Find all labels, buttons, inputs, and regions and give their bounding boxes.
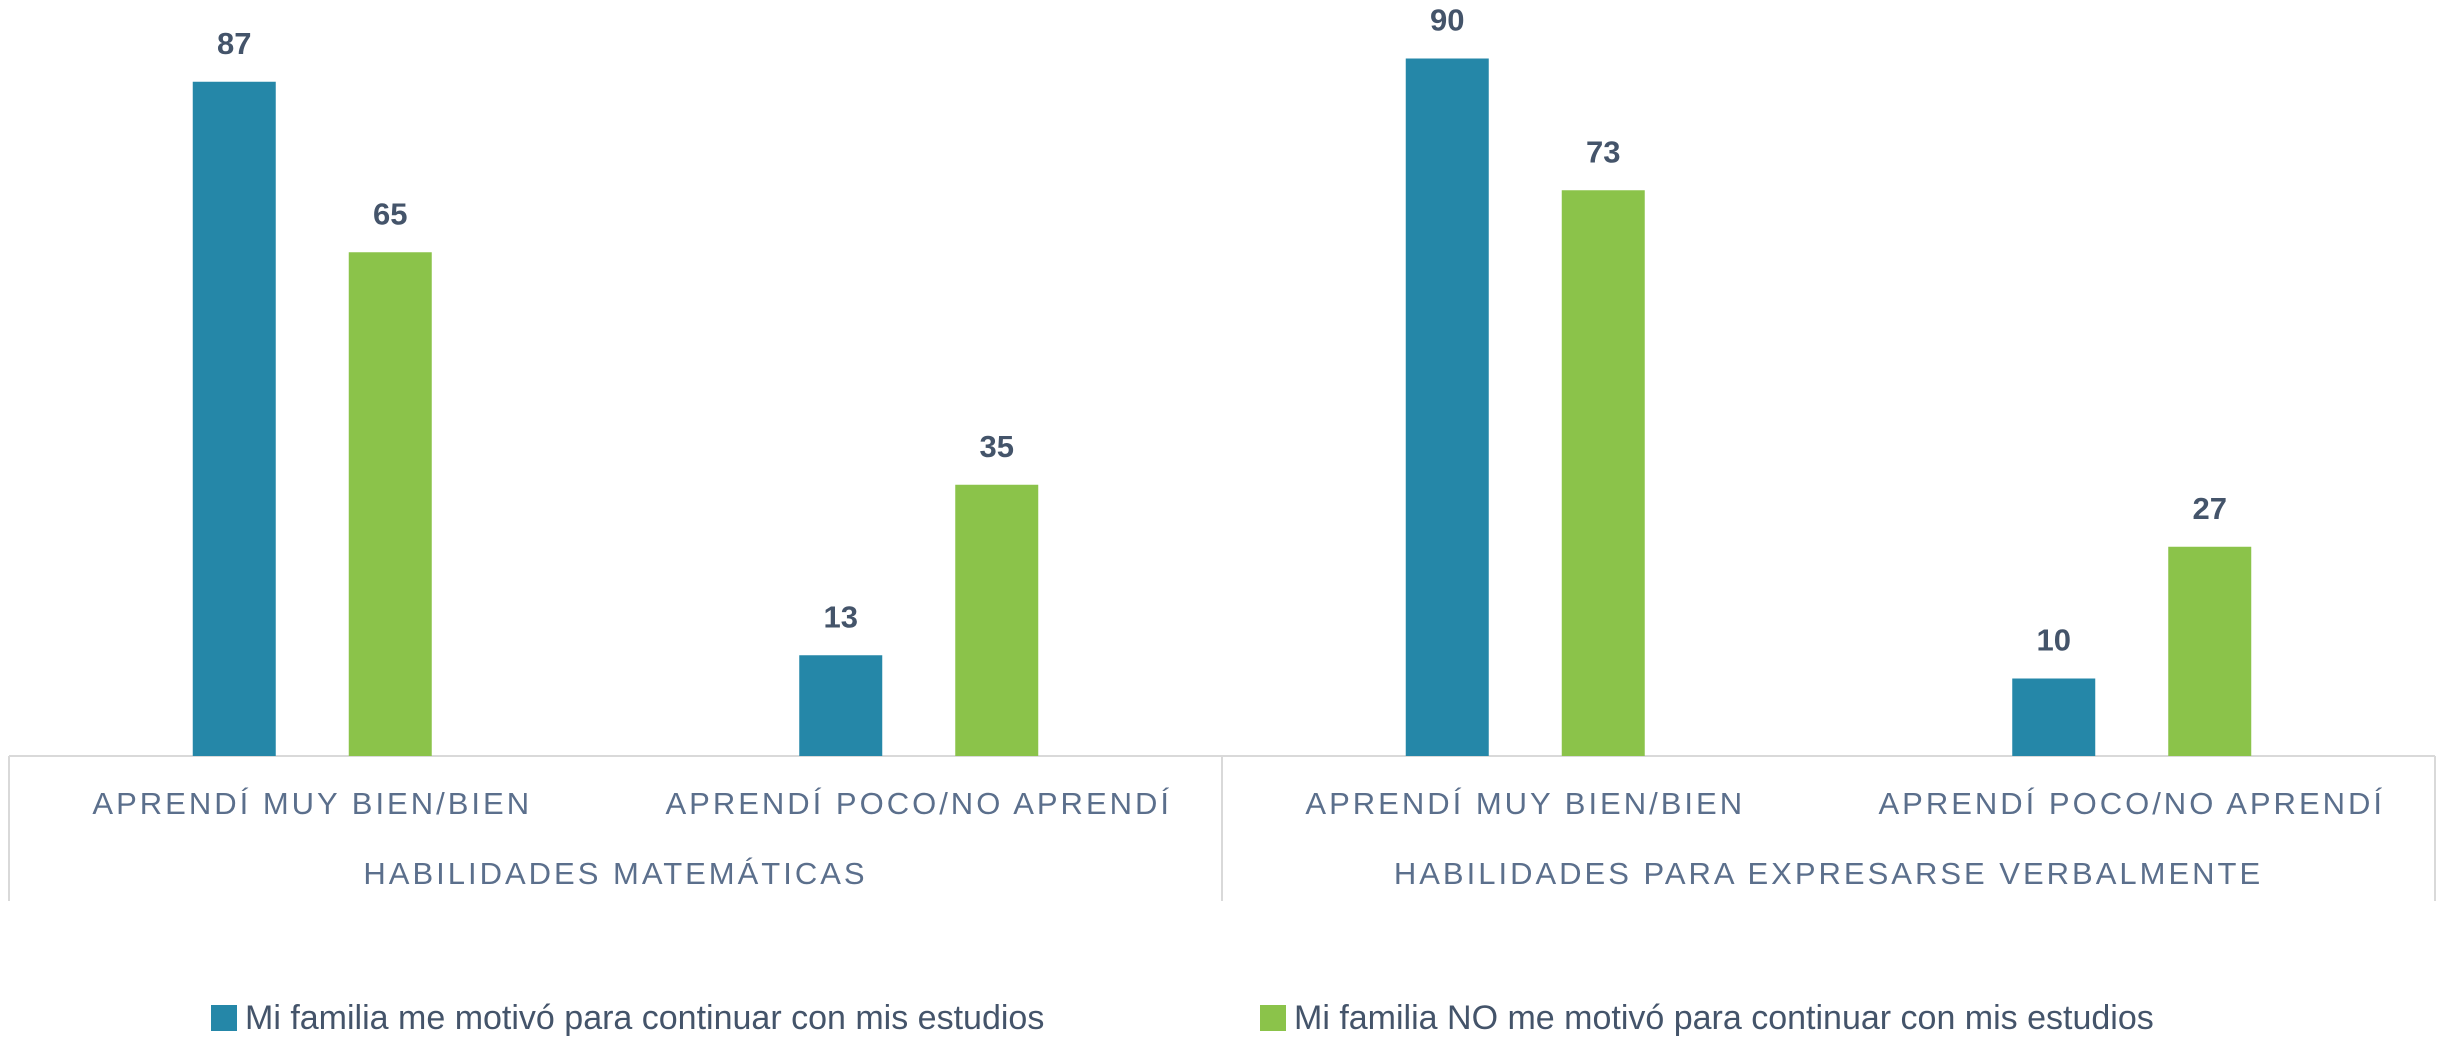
data-label: 65 xyxy=(373,196,407,231)
group-label: HABILIDADES PARA EXPRESARSE VERBALMENTE xyxy=(1394,856,2263,891)
bar xyxy=(955,484,1039,756)
bar xyxy=(799,655,883,756)
data-label: 90 xyxy=(1430,3,1464,38)
legend-swatch xyxy=(1260,1005,1286,1031)
bar xyxy=(1561,190,1645,756)
x-tick-label: APRENDÍ POCO/NO APRENDÍ xyxy=(665,786,1172,821)
bar xyxy=(1405,58,1489,756)
group-label: HABILIDADES MATEMÁTICAS xyxy=(363,856,867,891)
bar xyxy=(2168,546,2252,756)
x-tick-label: APRENDÍ MUY BIEN/BIEN xyxy=(1305,786,1745,821)
data-label: 73 xyxy=(1586,134,1620,169)
bar xyxy=(348,252,432,756)
bar xyxy=(2012,678,2096,756)
x-tick-label: APRENDÍ POCO/NO APRENDÍ xyxy=(1878,786,2385,821)
data-label: 10 xyxy=(2037,623,2071,658)
legend-label: Mi familia me motivó para continuar con … xyxy=(245,999,1044,1037)
legend-label: Mi familia NO me motivó para continuar c… xyxy=(1294,999,2154,1037)
x-tick-label: APRENDÍ MUY BIEN/BIEN xyxy=(92,786,532,821)
legend-swatch xyxy=(211,1005,237,1031)
data-label: 87 xyxy=(217,26,251,61)
data-label: 13 xyxy=(824,599,858,634)
bar xyxy=(192,81,276,756)
data-label: 27 xyxy=(2193,491,2227,526)
data-label: 35 xyxy=(980,429,1014,464)
